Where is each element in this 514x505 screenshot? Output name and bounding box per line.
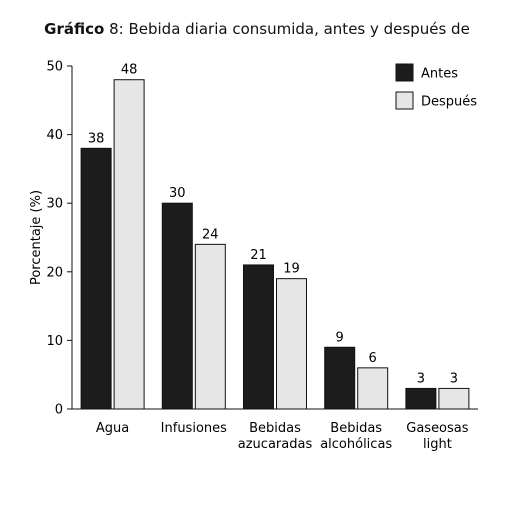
- x-tick-label: Bebidas: [330, 421, 382, 436]
- data-label: 30: [169, 186, 186, 201]
- bar-antes: [405, 387, 437, 410]
- bar-después: [276, 278, 307, 410]
- chart-title-rest: 8: Bebida diaria consumida, antes y desp…: [104, 20, 470, 38]
- bar-después: [438, 387, 470, 410]
- data-label: 21: [250, 248, 267, 263]
- data-label: 38: [88, 131, 105, 146]
- bar-antes: [324, 346, 356, 410]
- y-tick-label: 10: [46, 334, 63, 349]
- y-tick-label: 30: [46, 197, 63, 212]
- y-tick-label: 0: [55, 403, 63, 418]
- legend-label: Después: [421, 95, 477, 110]
- legend-swatch-antes: [395, 63, 414, 82]
- data-label: 6: [369, 351, 377, 366]
- legend-label: Antes: [421, 67, 458, 82]
- bar-antes: [161, 202, 193, 410]
- data-label: 48: [121, 63, 138, 78]
- data-label: 3: [417, 371, 425, 386]
- chart-title: Gráfico 8: Bebida diaria consumida, ante…: [0, 20, 514, 38]
- legend-swatch-después: [395, 91, 414, 110]
- data-label: 9: [336, 330, 344, 345]
- bar-después: [194, 243, 226, 410]
- y-tick-label: 20: [46, 265, 63, 280]
- bar-antes: [80, 147, 112, 410]
- bar-antes: [243, 264, 274, 410]
- x-tick-label: Bebidas: [249, 421, 301, 436]
- chart-bars: [80, 79, 470, 410]
- x-tick-label: Infusiones: [161, 421, 227, 436]
- x-tick-label: Agua: [96, 421, 129, 436]
- bar-después: [357, 367, 389, 410]
- y-axis-title: Porcentaje (%): [29, 190, 44, 285]
- x-tick-label: light: [423, 437, 452, 452]
- chart-legend: Antes Después: [395, 63, 477, 110]
- x-tick-label: Gaseosas: [406, 421, 469, 436]
- data-label: 24: [202, 227, 219, 242]
- bar-después: [113, 79, 145, 410]
- x-tick-label: azucaradas: [238, 437, 313, 452]
- data-label: 3: [450, 371, 458, 386]
- y-tick-label: 50: [46, 60, 63, 75]
- chart-value-labels: 38 48 30 24 21 19 9 6 3 3: [88, 63, 458, 387]
- chart-title-prefix: Gráfico: [44, 20, 105, 38]
- data-label: 19: [283, 262, 300, 277]
- y-tick-label: 40: [46, 128, 63, 143]
- x-tick-label: alcohólicas: [320, 437, 392, 452]
